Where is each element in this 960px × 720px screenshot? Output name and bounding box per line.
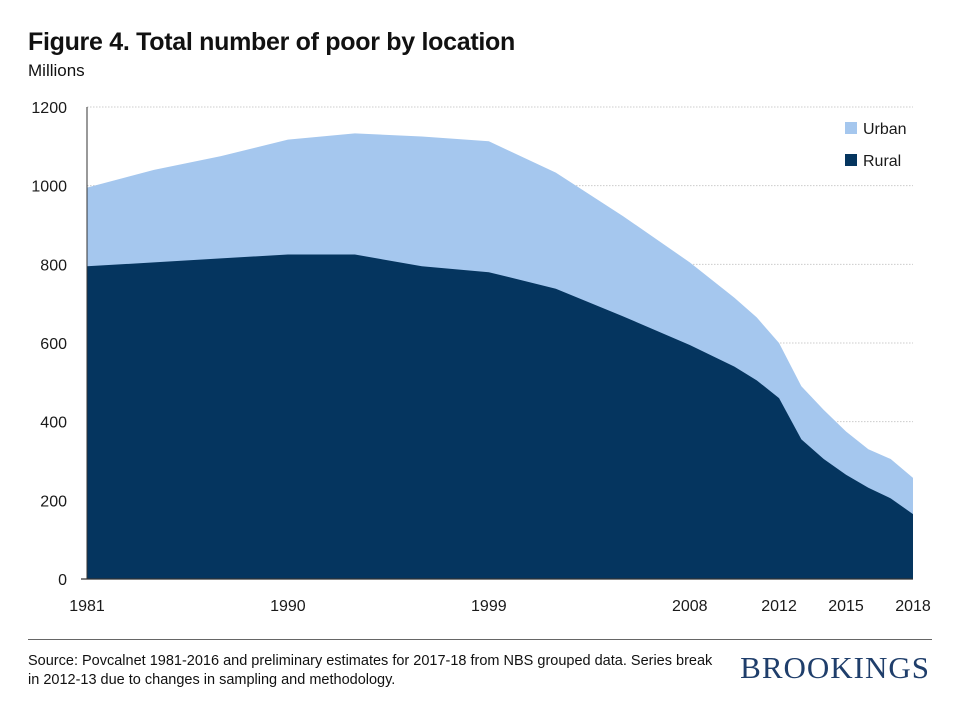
y-tick-label: 1000 [31,179,67,196]
source-note: Source: Povcalnet 1981-2016 and prelimin… [28,653,713,688]
x-tick-label: 2018 [895,598,931,615]
rural-area [87,254,913,579]
y-tick-label: 800 [40,257,67,274]
x-tick-label: 2008 [672,598,708,615]
x-tick-label: 2012 [761,598,797,615]
y-tick-label: 1200 [31,100,67,117]
legend-label: Urban [863,121,907,138]
chart-title: Figure 4. Total number of poor by locati… [28,28,515,56]
y-axis-unit-label: Millions [28,61,85,80]
y-tick-label: 0 [58,572,67,589]
footer-divider [28,639,932,640]
x-tick-label: 1999 [471,598,507,615]
x-tick-label: 1981 [69,598,105,615]
axes: 0 200 400 600 800 1000 1200 1981 1990 1999 2008 201… [31,100,930,615]
x-tick-label: 1990 [270,598,306,615]
y-tick-label: 600 [40,336,67,353]
legend-swatch [845,122,857,134]
legend-swatch [845,154,857,166]
legend-label: Rural [863,153,901,170]
legend: Urban Rural [845,121,907,170]
area-chart: 0 200 400 600 800 1000 1200 1981 1990 1999 2008 201… [31,100,930,615]
stacked-areas [87,133,913,579]
x-tick-label: 2015 [828,598,864,615]
y-tick-label: 400 [40,415,67,432]
brookings-logo: BROOKINGS [740,650,930,685]
y-tick-label: 200 [40,493,67,510]
